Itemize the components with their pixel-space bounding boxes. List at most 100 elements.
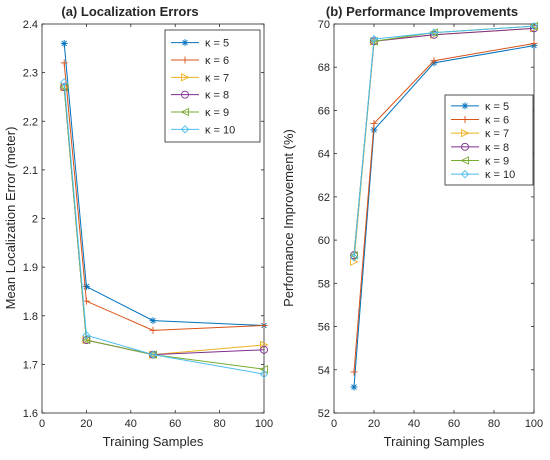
y-tick-label: 56	[318, 322, 330, 334]
panel-a-x-label: Training Samples	[103, 434, 204, 449]
legend-entry: κ = 6	[451, 115, 509, 127]
legend-entry: κ = 9	[171, 107, 229, 119]
data-point	[349, 253, 359, 262]
legend-marker	[180, 125, 190, 134]
x-tick-label: 60	[169, 418, 181, 430]
data-point	[260, 321, 268, 329]
data-point	[430, 57, 438, 65]
legend-label: κ = 7	[205, 72, 229, 84]
data-point	[369, 34, 379, 44]
x-tick-label: 100	[525, 418, 543, 430]
x-tick-label: 40	[408, 418, 420, 430]
x-tick-label: 100	[255, 418, 273, 430]
legend-label: κ = 7	[485, 128, 509, 140]
x-tick-label: 60	[448, 418, 460, 430]
legend-marker	[461, 102, 469, 110]
data-point	[82, 331, 91, 340]
data-point	[350, 257, 359, 266]
y-tick-label: 1.7	[23, 359, 38, 371]
series-line	[353, 45, 535, 388]
legend-marker	[181, 39, 189, 47]
x-tick-label: 80	[488, 418, 500, 430]
legend-label: κ = 9	[205, 107, 229, 119]
x-tick-label: 0	[331, 418, 337, 430]
y-tick-label: 1.8	[23, 311, 38, 323]
series-line	[63, 43, 265, 326]
data-point	[148, 350, 158, 359]
legend-entry: κ = 8	[451, 142, 509, 154]
legend-box	[444, 94, 534, 186]
legend-label: κ = 8	[205, 90, 229, 102]
legend-entry: κ = 8	[171, 90, 229, 102]
series-line	[353, 25, 535, 258]
y-tick-label: 68	[318, 62, 330, 74]
panel-b-y-label: Performance Improvement (%)	[281, 129, 296, 307]
data-point	[350, 368, 358, 376]
data-point	[370, 119, 378, 127]
legend-entry: κ = 7	[451, 128, 509, 140]
data-point	[60, 59, 68, 67]
y-tick-label: 52	[318, 408, 330, 420]
series-6	[60, 78, 269, 379]
legend-label: κ = 9	[485, 156, 509, 168]
data-point	[60, 39, 68, 47]
panel-a-title: (a) Localization Errors	[61, 4, 198, 19]
legend-marker	[180, 107, 189, 117]
y-tick-label: 62	[318, 192, 330, 204]
legend-marker	[181, 73, 190, 82]
data-point	[350, 383, 358, 391]
data-point	[149, 317, 157, 325]
panel-b-legend: κ = 5 κ = 6κ = 7 κ = 8 κ = 9κ = 10	[444, 94, 534, 186]
x-tick-label: 80	[213, 418, 225, 430]
panel-a-y-ticks: 1.6 1.7 1.8 1.9 2 2.1 2.2 2.3 2.4	[23, 19, 264, 420]
data-point	[530, 39, 538, 47]
legend-marker	[461, 128, 470, 138]
panel-b-title: (b) Performance Improvements	[326, 4, 518, 19]
legend-entry: κ = 10	[451, 169, 515, 181]
y-tick-label: 54	[318, 365, 330, 377]
panel-b-y-ticks: 52 54 56 58 60 62 64 66 68 70	[318, 19, 534, 420]
legend-marker	[460, 170, 470, 179]
y-tick-label: 64	[318, 149, 330, 161]
panel-b-series	[349, 21, 539, 391]
x-tick-label: 0	[39, 418, 45, 430]
series-2	[350, 39, 538, 376]
legend-label: κ = 5	[485, 101, 509, 113]
panel-a-x-ticks: 0 20 40 60 80 100	[39, 24, 273, 430]
data-point	[529, 22, 539, 31]
legend-label: κ = 10	[485, 169, 515, 181]
data-point	[82, 297, 90, 305]
legend-label: κ = 6	[205, 55, 229, 67]
panel-performance-improvements: (b) Performance Improvements 52 54 56 58 60 6…	[281, 4, 543, 449]
legend-box	[164, 29, 261, 143]
legend-marker	[461, 116, 469, 123]
series-line	[63, 62, 265, 331]
data-point	[429, 28, 439, 37]
series-line	[353, 42, 535, 372]
y-tick-label: 2.1	[23, 165, 38, 177]
series-2	[60, 59, 268, 334]
legend-entry: κ = 5	[451, 101, 509, 113]
legend-marker	[460, 156, 469, 165]
data-point	[149, 326, 157, 334]
legend-label: κ = 8	[485, 142, 509, 154]
panel-a-series	[59, 39, 269, 379]
legend-entry: κ = 9	[451, 156, 509, 168]
legend-label: κ = 6	[485, 115, 509, 127]
x-tick-label: 40	[125, 418, 137, 430]
legend-entry: κ = 7	[171, 72, 229, 84]
panel-b-axes	[333, 23, 535, 414]
series-line	[63, 82, 265, 375]
legend-label: κ = 5	[205, 38, 229, 50]
y-tick-label: 58	[318, 278, 330, 290]
panel-b-x-label: Training Samples	[384, 434, 485, 449]
legend-marker	[181, 90, 189, 99]
y-tick-label: 2.4	[23, 19, 38, 31]
legend-marker	[181, 56, 189, 64]
data-point	[60, 78, 69, 87]
y-tick-label: 2	[32, 214, 38, 226]
y-tick-label: 66	[318, 105, 330, 117]
legend-label: κ = 10	[205, 124, 235, 136]
